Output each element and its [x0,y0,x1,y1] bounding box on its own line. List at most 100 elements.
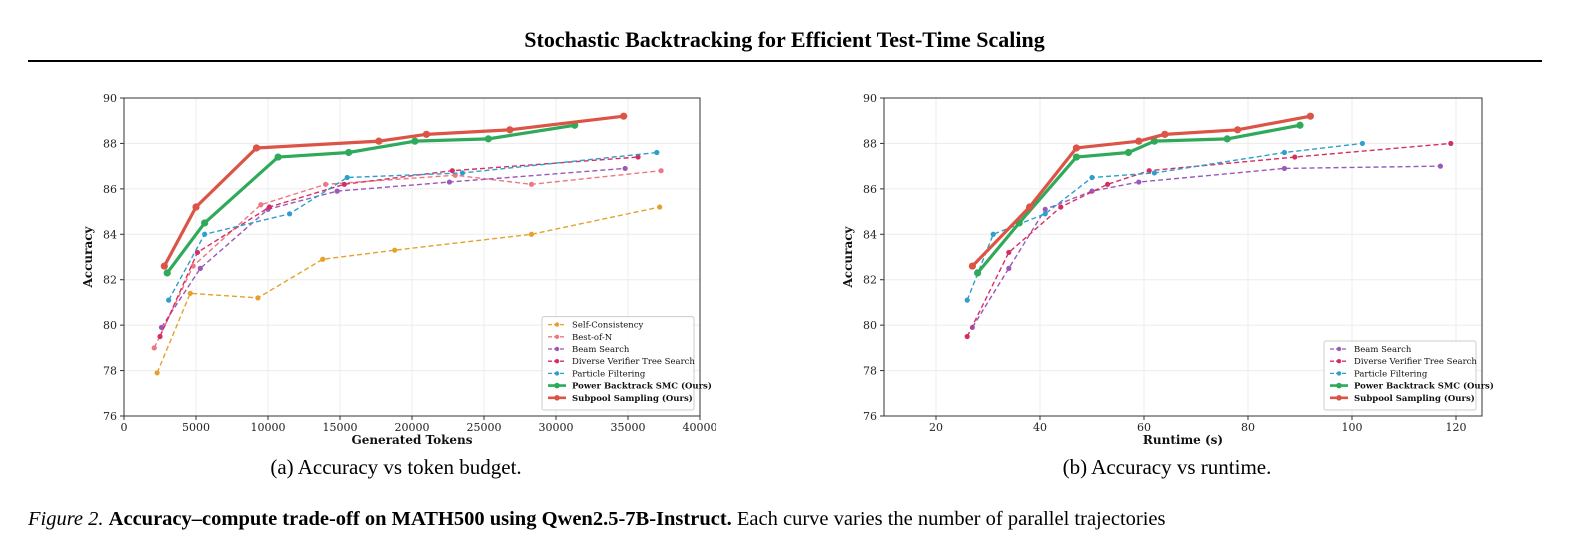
data-point [964,333,970,340]
data-point [1146,168,1152,174]
legend-label: Self-Consistency [572,321,644,331]
legend-marker [1336,371,1342,376]
y-tick-label: 82 [863,274,877,287]
data-point [258,202,264,208]
data-point [190,263,196,269]
data-point [1161,130,1169,138]
x-axis-label: Runtime (s) [1143,433,1223,447]
series-diverse-verifier-tree-search [157,154,641,340]
x-tick-label: 25000 [467,421,502,434]
data-point [449,168,455,174]
legend-item-subpool-sampling-ours: Subpool Sampling (Ours) [548,393,693,404]
y-tick-label: 82 [103,274,117,287]
data-point [154,370,160,376]
data-point [658,168,664,174]
data-point [528,181,535,187]
legend-label: Diverse Verifier Tree Search [572,357,695,367]
legend-marker [1336,382,1342,389]
data-point [252,144,261,152]
data-point [1006,265,1012,271]
legend-item-self-consistency: Self-Consistency [548,321,644,331]
legend-marker [1336,395,1342,401]
x-tick-label: 35000 [611,421,646,434]
data-point [323,181,329,187]
data-point [197,265,203,271]
legend-marker [554,395,560,401]
y-tick-label: 90 [863,92,877,105]
legend-marker [554,346,560,352]
legend-item-subpool-sampling-ours: Subpool Sampling (Ours) [1330,393,1475,404]
legend-box [1323,340,1477,411]
chart-accuracy-vs-tokens: 0 5000 10000 15000 20000 25000 30000 35000 40000… [81,92,716,447]
legend-item-beam-search: Beam Search [548,345,630,355]
data-point [255,295,261,301]
x-tick-label: 120 [1446,421,1467,434]
x-tick-label: 40 [1033,421,1047,434]
x-tick-label: 0 [121,421,128,434]
x-tick-label: 5000 [182,421,210,434]
data-point [1042,206,1048,212]
data-point [151,345,157,351]
legend-item-best-of-n: Best-of-N [548,333,613,343]
series-line [162,114,624,267]
y-tick-label: 84 [103,228,117,241]
legend-label: Power Backtrack SMC (Ours) [572,381,712,392]
data-point [1437,163,1443,169]
x-tick-label: 20 [929,421,943,434]
data-point [622,165,628,172]
y-tick-label: 76 [103,410,117,423]
data-point [422,130,430,138]
data-point [392,247,398,253]
y-tick-label: 78 [863,365,877,378]
legend-marker [1336,346,1342,352]
series-self-consistency [154,204,663,376]
legend: Self-Consistency Best-of-N Beam Search Dive… [541,316,712,411]
chart-accuracy-vs-runtime: 20 40 60 80 100 120 76 78 80 82 84 86 88 90 Runtime (s… [841,92,1494,447]
y-tick-label: 80 [863,319,877,332]
data-point [1281,149,1287,156]
series-line [165,123,575,274]
legend-item-power-backtrack-smc-ours: Power Backtrack SMC (Ours) [548,381,712,392]
x-tick-label: 30000 [539,421,574,434]
data-point [1150,137,1158,145]
x-tick-label: 10000 [251,421,286,434]
y-tick-label: 90 [103,92,117,105]
data-point [528,231,535,237]
data-point [334,188,340,194]
legend: Beam Search Diverse Verifier Tree Search P… [1323,340,1494,411]
legend-label: Subpool Sampling (Ours) [1354,393,1475,404]
figure-caption-text: Each curve varies the number of parallel… [736,508,1166,530]
data-point [1006,249,1012,256]
data-point [192,203,200,211]
y-axis-label: Accuracy [841,225,855,288]
data-point [1306,112,1314,120]
legend-label: Diverse Verifier Tree Search [1354,357,1477,367]
legend-item-particle-filtering: Particle Filtering [1330,369,1428,379]
x-tick-label: 60 [1137,421,1151,434]
data-point [1281,165,1287,172]
legend-label: Subpool Sampling (Ours) [572,393,693,404]
data-point [411,137,419,145]
legend-marker [554,382,560,389]
legend-marker [554,371,560,376]
legend-label: Best-of-N [572,333,613,343]
legend-label: Power Backtrack SMC (Ours) [1354,381,1494,392]
data-point [484,135,492,143]
data-point [1058,204,1064,210]
data-point [1124,148,1132,157]
legend-marker [554,322,560,327]
data-point [187,290,193,296]
y-axis-label: Accuracy [81,225,95,288]
y-tick-label: 86 [863,183,877,196]
x-tick-label: 15000 [323,421,358,434]
figure-label: Figure 2. [28,508,104,530]
data-point [1072,153,1080,161]
data-point [158,324,165,331]
data-point [157,333,163,340]
data-point [1296,121,1304,129]
x-tick-label: 80 [1241,421,1255,434]
legend-label: Particle Filtering [572,369,646,379]
figure-title: Accuracy–compute trade-off on MATH500 us… [108,508,732,530]
x-axis-label: Generated Tokens [351,433,472,447]
data-point [1223,135,1231,143]
